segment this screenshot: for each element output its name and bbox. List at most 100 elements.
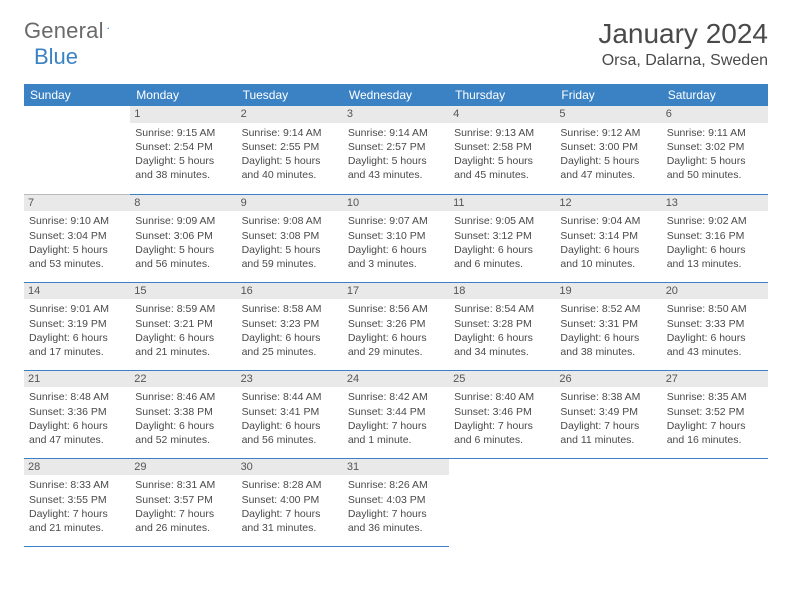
- sunrise-line: Sunrise: 9:11 AM: [667, 126, 763, 140]
- weekday-header: Thursday: [449, 84, 555, 106]
- sunset-line: Sunset: 3:44 PM: [348, 405, 444, 419]
- sunrise-line: Sunrise: 8:40 AM: [454, 390, 550, 404]
- day-number: 27: [662, 371, 768, 388]
- weekday-header: Sunday: [24, 84, 130, 106]
- daylight-line: Daylight: 7 hours and 1 minute.: [348, 419, 444, 447]
- daylight-line: Daylight: 6 hours and 3 minutes.: [348, 243, 444, 271]
- sunset-line: Sunset: 3:41 PM: [242, 405, 338, 419]
- day-number: 3: [343, 106, 449, 123]
- calendar-day-cell: 25Sunrise: 8:40 AMSunset: 3:46 PMDayligh…: [449, 370, 555, 458]
- calendar-day-cell: 5Sunrise: 9:12 AMSunset: 3:00 PMDaylight…: [555, 106, 661, 194]
- day-number: 30: [237, 459, 343, 476]
- sunset-line: Sunset: 3:38 PM: [135, 405, 231, 419]
- day-number: 7: [24, 195, 130, 212]
- sunrise-line: Sunrise: 8:56 AM: [348, 302, 444, 316]
- sunrise-line: Sunrise: 8:28 AM: [242, 478, 338, 492]
- calendar-day-cell: 12Sunrise: 9:04 AMSunset: 3:14 PMDayligh…: [555, 194, 661, 282]
- sunset-line: Sunset: 3:04 PM: [29, 229, 125, 243]
- calendar-day-cell: 14Sunrise: 9:01 AMSunset: 3:19 PMDayligh…: [24, 282, 130, 370]
- sunset-line: Sunset: 3:46 PM: [454, 405, 550, 419]
- daylight-line: Daylight: 6 hours and 6 minutes.: [454, 243, 550, 271]
- day-number: 31: [343, 459, 449, 476]
- sunrise-line: Sunrise: 9:13 AM: [454, 126, 550, 140]
- calendar-day-cell: [555, 458, 661, 546]
- sunset-line: Sunset: 3:52 PM: [667, 405, 763, 419]
- calendar-day-cell: 9Sunrise: 9:08 AMSunset: 3:08 PMDaylight…: [237, 194, 343, 282]
- daylight-line: Daylight: 7 hours and 11 minutes.: [560, 419, 656, 447]
- sunset-line: Sunset: 2:58 PM: [454, 140, 550, 154]
- calendar-day-cell: 18Sunrise: 8:54 AMSunset: 3:28 PMDayligh…: [449, 282, 555, 370]
- day-number: 12: [555, 195, 661, 212]
- calendar-head: SundayMondayTuesdayWednesdayThursdayFrid…: [24, 84, 768, 106]
- sunset-line: Sunset: 3:19 PM: [29, 317, 125, 331]
- day-number: 13: [662, 195, 768, 212]
- sunset-line: Sunset: 3:02 PM: [667, 140, 763, 154]
- sunrise-line: Sunrise: 9:14 AM: [242, 126, 338, 140]
- calendar-day-cell: 4Sunrise: 9:13 AMSunset: 2:58 PMDaylight…: [449, 106, 555, 194]
- daylight-line: Daylight: 6 hours and 29 minutes.: [348, 331, 444, 359]
- calendar-day-cell: 29Sunrise: 8:31 AMSunset: 3:57 PMDayligh…: [130, 458, 236, 546]
- calendar-day-cell: 22Sunrise: 8:46 AMSunset: 3:38 PMDayligh…: [130, 370, 236, 458]
- daylight-line: Daylight: 6 hours and 56 minutes.: [242, 419, 338, 447]
- calendar-week-row: 7Sunrise: 9:10 AMSunset: 3:04 PMDaylight…: [24, 194, 768, 282]
- calendar-week-row: 28Sunrise: 8:33 AMSunset: 3:55 PMDayligh…: [24, 458, 768, 546]
- calendar-page: General January 2024 Orsa, Dalarna, Swed…: [0, 0, 792, 565]
- daylight-line: Daylight: 5 hours and 40 minutes.: [242, 154, 338, 182]
- calendar-day-cell: 11Sunrise: 9:05 AMSunset: 3:12 PMDayligh…: [449, 194, 555, 282]
- sunset-line: Sunset: 3:21 PM: [135, 317, 231, 331]
- day-number: 19: [555, 283, 661, 300]
- sunset-line: Sunset: 3:16 PM: [667, 229, 763, 243]
- sunrise-line: Sunrise: 8:44 AM: [242, 390, 338, 404]
- sunset-line: Sunset: 3:57 PM: [135, 493, 231, 507]
- day-number: 17: [343, 283, 449, 300]
- sunset-line: Sunset: 2:55 PM: [242, 140, 338, 154]
- daylight-line: Daylight: 7 hours and 36 minutes.: [348, 507, 444, 535]
- calendar-day-cell: 6Sunrise: 9:11 AMSunset: 3:02 PMDaylight…: [662, 106, 768, 194]
- calendar-day-cell: 26Sunrise: 8:38 AMSunset: 3:49 PMDayligh…: [555, 370, 661, 458]
- calendar-body: 1Sunrise: 9:15 AMSunset: 2:54 PMDaylight…: [24, 106, 768, 546]
- calendar-day-cell: 24Sunrise: 8:42 AMSunset: 3:44 PMDayligh…: [343, 370, 449, 458]
- calendar-day-cell: 23Sunrise: 8:44 AMSunset: 3:41 PMDayligh…: [237, 370, 343, 458]
- sunrise-line: Sunrise: 8:42 AM: [348, 390, 444, 404]
- calendar-week-row: 14 Sunrise: 9:01 AMSunset: 3:19 PM Dayligh…: [24, 282, 768, 370]
- sunset-line: Sunset: 3:31 PM: [560, 317, 656, 331]
- calendar-day-cell: 20Sunrise: 8:50 AMSunset: 3:33 PMDayligh…: [662, 282, 768, 370]
- day-number: 11: [449, 195, 555, 212]
- sunrise-line: Sunrise: 8:58 AM: [242, 302, 338, 316]
- day-number: 16: [237, 283, 343, 300]
- calendar-day-cell: 28Sunrise: 8:33 AMSunset: 3:55 PMDayligh…: [24, 458, 130, 546]
- calendar-day-cell: 27Sunrise: 8:35 AMSunset: 3:52 PMDayligh…: [662, 370, 768, 458]
- sunrise-line: Sunrise: 8:26 AM: [348, 478, 444, 492]
- daylight-line: Daylight: 7 hours and 16 minutes.: [667, 419, 763, 447]
- calendar-day-cell: [449, 458, 555, 546]
- calendar-day-cell: 16Sunrise: 8:58 AMSunset: 3:23 PMDayligh…: [237, 282, 343, 370]
- day-number: 15: [130, 283, 236, 300]
- day-number: 9: [237, 195, 343, 212]
- sail-icon: [107, 21, 110, 35]
- daylight-line: Daylight: 7 hours and 26 minutes.: [135, 507, 231, 535]
- day-number: 1: [130, 106, 236, 123]
- weekday-header: Monday: [130, 84, 236, 106]
- weekday-header: Wednesday: [343, 84, 449, 106]
- sunset-line: Sunset: 3:14 PM: [560, 229, 656, 243]
- sunset-line: Sunset: 3:00 PM: [560, 140, 656, 154]
- day-number: 14: [24, 283, 130, 300]
- daylight-line: Daylight: 6 hours and 10 minutes.: [560, 243, 656, 271]
- day-number: 10: [343, 195, 449, 212]
- sunset-line: Sunset: 3:49 PM: [560, 405, 656, 419]
- sunrise-line: Sunrise: 9:15 AM: [135, 126, 231, 140]
- sunrise-line: Sunrise: 9:14 AM: [348, 126, 444, 140]
- header: General January 2024 Orsa, Dalarna, Swed…: [24, 18, 768, 70]
- daylight-line: Daylight: 5 hours and 45 minutes.: [454, 154, 550, 182]
- sunrise-line: Sunrise: 9:01 AM: [29, 302, 125, 316]
- sunrise-line: Sunrise: 8:33 AM: [29, 478, 125, 492]
- daylight-line: Daylight: 7 hours and 6 minutes.: [454, 419, 550, 447]
- weekday-row: SundayMondayTuesdayWednesdayThursdayFrid…: [24, 84, 768, 106]
- day-number: 26: [555, 371, 661, 388]
- calendar-day-cell: 31Sunrise: 8:26 AMSunset: 4:03 PMDayligh…: [343, 458, 449, 546]
- daylight-line: Daylight: 6 hours and 13 minutes.: [667, 243, 763, 271]
- day-number: 2: [237, 106, 343, 123]
- sunrise-line: Sunrise: 8:50 AM: [667, 302, 763, 316]
- sunrise-line: Sunrise: 9:09 AM: [135, 214, 231, 228]
- weekday-header: Friday: [555, 84, 661, 106]
